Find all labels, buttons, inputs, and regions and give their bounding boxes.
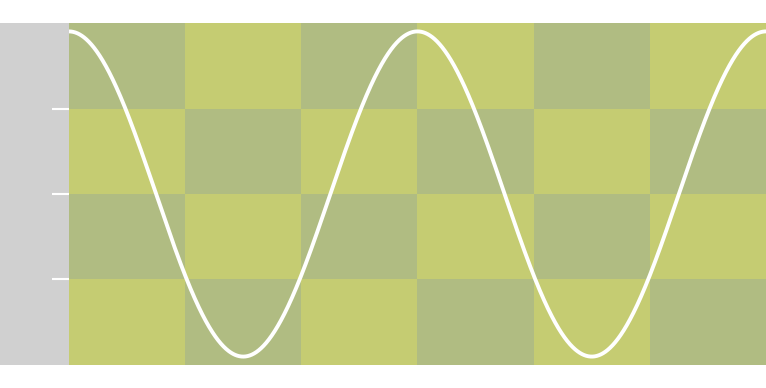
Bar bbox=[650, 23, 766, 109]
Bar bbox=[301, 279, 417, 365]
Bar bbox=[185, 109, 301, 194]
Bar bbox=[650, 109, 766, 194]
Bar bbox=[301, 194, 417, 279]
Bar bbox=[534, 23, 650, 109]
Bar bbox=[650, 194, 766, 279]
Bar bbox=[534, 109, 650, 194]
Bar bbox=[534, 279, 650, 365]
Bar bbox=[417, 23, 534, 109]
Bar bbox=[417, 109, 534, 194]
Bar bbox=[69, 279, 185, 365]
Bar bbox=[301, 109, 417, 194]
Bar bbox=[185, 194, 301, 279]
Bar bbox=[650, 279, 766, 365]
Bar bbox=[534, 194, 650, 279]
Bar bbox=[185, 279, 301, 365]
Bar bbox=[69, 109, 185, 194]
Bar bbox=[69, 194, 185, 279]
Bar bbox=[185, 23, 301, 109]
Bar bbox=[417, 194, 534, 279]
Bar bbox=[301, 23, 417, 109]
Bar bbox=[69, 23, 185, 109]
Bar bbox=[417, 279, 534, 365]
